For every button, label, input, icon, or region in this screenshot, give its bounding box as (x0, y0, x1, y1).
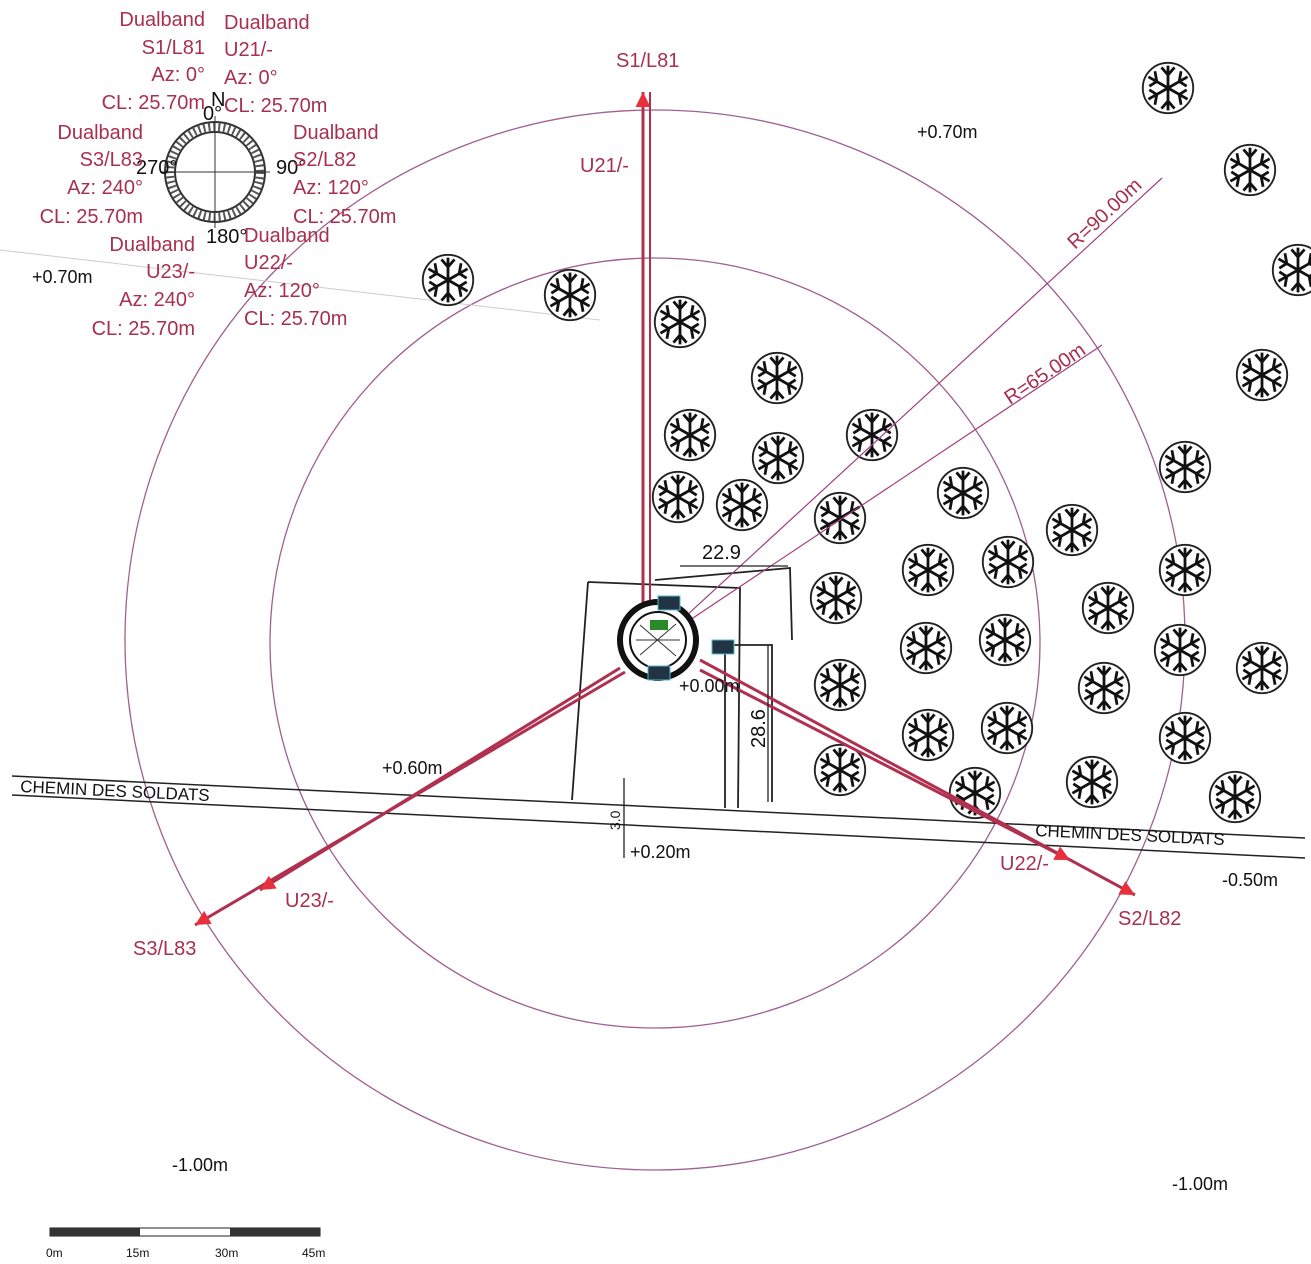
arrow-label: S3/L83 (133, 938, 196, 960)
elevation: +0.00m (679, 676, 740, 696)
radius-line (659, 344, 1103, 641)
dimension: 28.6 (748, 709, 770, 748)
arrow-label: U21/- (580, 155, 629, 177)
road-edge (11, 775, 1306, 839)
legend-band: Dualband (119, 9, 205, 31)
legend-sector: S1/L81 (142, 37, 205, 59)
radius-line (659, 177, 1163, 641)
legend-sector: S2/L82 (293, 149, 356, 171)
arrow-label: U22/- (1000, 853, 1049, 875)
inner-radius (269, 257, 1041, 1029)
legend-band: Dualband (293, 122, 379, 144)
legend-band: Dualband (224, 12, 310, 34)
elevation: +0.70m (917, 122, 978, 142)
road-name: CHEMIN DES SOLDATS (1035, 821, 1225, 849)
elevation: +0.20m (630, 842, 691, 862)
azimuth-arrows (194, 92, 1136, 927)
legend-band: Dualband (57, 122, 143, 144)
legend-sector: U21/- (224, 39, 273, 61)
tower (617, 595, 735, 681)
elevation: +0.60m (382, 758, 443, 778)
elevation: +0.70m (32, 267, 93, 287)
compass-label: 180° (206, 226, 247, 248)
compass-label: 90° (276, 157, 306, 179)
legend-band: Dualband (244, 225, 330, 247)
elevation: -1.00m (172, 1155, 228, 1175)
compass-label: 0° (203, 103, 222, 125)
legend-azimuth: Az: 240° (119, 289, 195, 311)
legend-cl: CL: 25.70m (102, 92, 205, 114)
arrow-label: S2/L82 (1118, 908, 1181, 930)
legend-cl: CL: 25.70m (224, 95, 327, 117)
elevation: -1.00m (1172, 1174, 1228, 1194)
legend-azimuth: Az: 120° (293, 177, 369, 199)
road-name: CHEMIN DES SOLDATS (20, 777, 210, 805)
scale-label: 30m (215, 1246, 238, 1260)
elevation: -0.50m (1222, 870, 1278, 890)
legend-cl: CL: 25.70m (293, 206, 396, 228)
legend-band: Dualband (109, 234, 195, 256)
compass-label: 270° (136, 157, 177, 179)
legend-azimuth: Az: 0° (151, 64, 205, 86)
legend-cl: CL: 25.70m (92, 318, 195, 340)
legend-sector: S3/L83 (80, 149, 143, 171)
ground-line (0, 249, 601, 321)
legend-sector: U22/- (244, 252, 293, 274)
dimension: 3.0 (607, 810, 623, 830)
legend-cl: CL: 25.70m (244, 308, 347, 330)
legend-azimuth: Az: 0° (224, 67, 278, 89)
radius-label: R=65.00m (1000, 339, 1089, 409)
legend-azimuth: Az: 240° (67, 177, 143, 199)
compass (160, 116, 270, 228)
legend-cl: CL: 25.70m (40, 206, 143, 228)
scale-bar (49, 1227, 321, 1237)
legend-azimuth: Az: 120° (244, 280, 320, 302)
road-edge (11, 794, 1306, 859)
arrow-label: S1/L81 (616, 50, 679, 72)
radius-label: R=90.00m (1063, 174, 1146, 253)
scale-label: 45m (302, 1246, 325, 1260)
legend-sector: U23/- (146, 261, 195, 283)
scale-label: 0m (46, 1246, 63, 1260)
dimension-lines (623, 565, 788, 858)
dimension: 22.9 (702, 542, 741, 564)
arrow-label: U23/- (285, 890, 334, 912)
scale-label: 15m (126, 1246, 149, 1260)
compass-label: N (211, 89, 225, 111)
